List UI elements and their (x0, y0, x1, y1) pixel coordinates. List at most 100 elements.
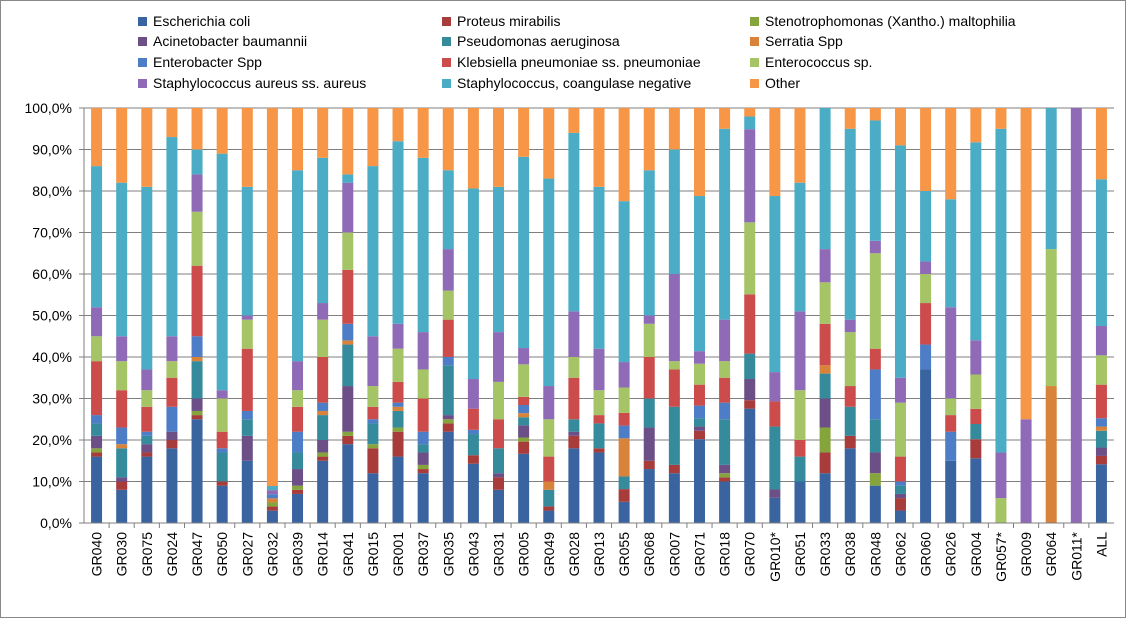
legend-swatch (442, 78, 451, 88)
bar-segment (442, 365, 454, 416)
x-tick-label: GR055 (616, 532, 632, 577)
bar-segment (266, 108, 278, 487)
legend: Escherichia coli Proteus mirabilis Steno… (138, 12, 1118, 98)
bar-segment (1095, 447, 1107, 456)
bar-segment (442, 108, 454, 171)
x-tick-label: GR018 (717, 532, 733, 577)
bar-stack (166, 108, 178, 523)
bar-stack (894, 108, 906, 523)
bar-segment (744, 222, 756, 295)
bar-segment (292, 390, 304, 407)
y-tick-label: 0,0% (40, 515, 72, 531)
bar-segment (894, 485, 906, 494)
bar-segment (1095, 430, 1107, 448)
bar-segment (518, 108, 530, 157)
bar-segment (995, 108, 1007, 129)
y-tick-label: 10,0% (32, 474, 72, 490)
bar-segment (292, 431, 304, 453)
bar-segment (417, 464, 429, 470)
x-tick-label: GR041 (340, 532, 356, 577)
bar-stack (417, 108, 429, 523)
bar-segment (141, 452, 153, 457)
bar-stack (819, 108, 831, 523)
bar-segment (970, 458, 982, 523)
bar-segment (317, 410, 329, 416)
bar-segment (693, 363, 705, 385)
bar-segment (1045, 249, 1057, 387)
x-tick-label: GR032 (264, 532, 280, 577)
bar-segment (693, 196, 705, 352)
bar-segment (819, 398, 831, 428)
bar-segment (719, 464, 731, 474)
bar-segment (116, 477, 128, 482)
bar-segment (367, 423, 379, 445)
bar-segment (241, 319, 253, 349)
bar-stack (442, 108, 454, 523)
bar-segment (216, 108, 228, 154)
x-tick-label: GR062 (892, 532, 908, 577)
bar-segment (141, 108, 153, 187)
x-tick-label: GR009 (1018, 532, 1034, 577)
bar-segment (693, 418, 705, 427)
bar-segment (794, 182, 806, 312)
legend-swatch (750, 57, 759, 67)
bar-segment (719, 128, 731, 320)
y-tick-label: 20,0% (32, 432, 72, 448)
x-tick-label: GR007 (666, 532, 682, 577)
bar-segment (191, 398, 203, 411)
bar-segment (342, 174, 354, 183)
bar-segment (317, 319, 329, 357)
bar-segment (1095, 179, 1107, 326)
bar-segment (894, 377, 906, 403)
legend-item: Enterobacter Spp (138, 53, 262, 71)
bar-segment (392, 141, 404, 324)
bar-segment (241, 460, 253, 523)
bar-segment (920, 303, 932, 345)
bar-segment (518, 405, 530, 414)
bar-stack (920, 108, 932, 523)
bar-segment (719, 477, 731, 482)
bar-segment (794, 440, 806, 457)
legend-swatch (138, 36, 147, 46)
bar-segment (643, 170, 655, 316)
legend-item: Escherichia coli (138, 12, 250, 30)
legend-label: Escherichia coli (153, 13, 251, 29)
bar-segment (141, 435, 153, 445)
bar-segment (241, 410, 253, 420)
bar-segment (970, 142, 982, 341)
bar-segment (869, 452, 881, 474)
x-tick-label: GR033 (817, 532, 833, 577)
bar-segment (568, 419, 580, 432)
bar-segment (819, 373, 831, 399)
x-tick-label: GR014 (315, 532, 331, 577)
bar-segment (819, 473, 831, 523)
bar-segment (744, 353, 756, 380)
bar-segment (241, 419, 253, 436)
bar-segment (292, 406, 304, 432)
bar-segment (894, 510, 906, 523)
bar-segment (166, 448, 178, 523)
bar-segment (618, 425, 630, 439)
bar-segment (618, 108, 630, 202)
bar-segment (668, 406, 680, 465)
bar-segment (216, 390, 228, 399)
bar-segment (894, 145, 906, 378)
bar-segment (643, 427, 655, 461)
bar-segment (744, 400, 756, 409)
bar-segment (392, 323, 404, 349)
bar-segment (241, 315, 253, 320)
bar-segment (116, 481, 128, 490)
bar-segment (91, 452, 103, 457)
bar-segment (518, 364, 530, 397)
bar-segment (643, 108, 655, 171)
bar-segment (216, 481, 228, 486)
bar-segment (91, 415, 103, 424)
bar-segment (920, 369, 932, 523)
bar-segment (216, 153, 228, 391)
bar-segment (367, 444, 379, 449)
bar-segment (467, 188, 479, 380)
bar-segment (844, 406, 856, 436)
legend-label: Pseudomonas aeruginosa (457, 33, 620, 49)
x-tick-label: GR011* (1068, 531, 1084, 580)
